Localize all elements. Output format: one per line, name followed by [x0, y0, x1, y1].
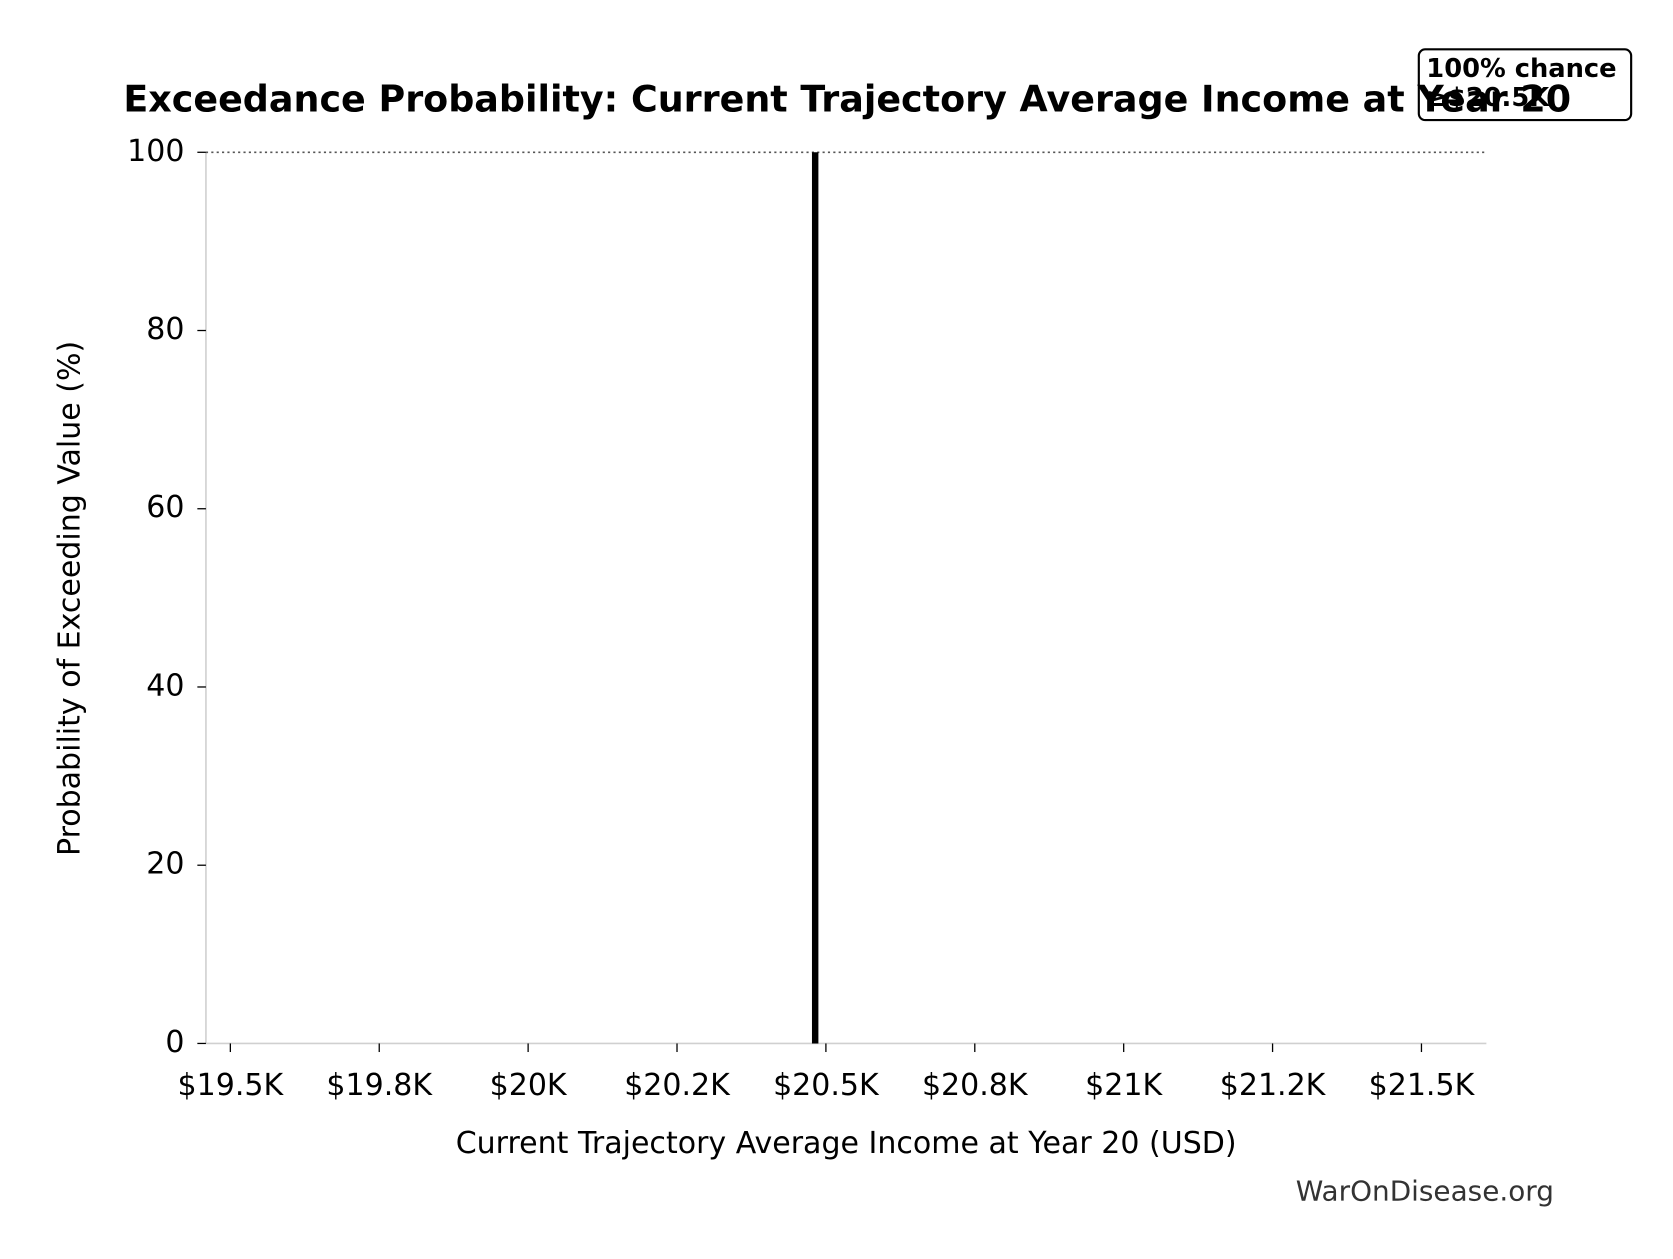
annotation-box [1417, 48, 1633, 122]
x-tick-label: $20.2K [624, 1068, 731, 1103]
y-axis-label: Probability of Exceeding Value (%) [52, 341, 87, 856]
chart-title: Exceedance Probability: Current Trajecto… [123, 77, 1571, 120]
y-tick-label: 80 [146, 312, 184, 347]
annotation-text: ≥$20.5K [1426, 83, 1550, 113]
x-tick-label: $19.8K [326, 1068, 433, 1103]
x-tick-label: $21.5K [1369, 1068, 1476, 1103]
x-tick-label: $20K [490, 1068, 568, 1103]
x-tick-label: $21.2K [1220, 1068, 1327, 1103]
y-tick-label: 60 [146, 490, 184, 525]
x-tick-label: $20.5K [773, 1068, 880, 1103]
x-tick-label: $20.8K [922, 1068, 1029, 1103]
y-tick-label: 100 [127, 134, 184, 169]
y-tick-label: 40 [146, 668, 184, 703]
x-tick-label: $19.5K [178, 1068, 285, 1103]
y-tick-label: 0 [165, 1025, 184, 1060]
watermark: WarOnDisease.org [1296, 1175, 1554, 1208]
y-tick-label: 20 [146, 847, 184, 882]
annotation-text: 100% chance [1426, 54, 1616, 84]
x-axis-label: Current Trajectory Average Income at Yea… [456, 1126, 1237, 1161]
x-tick-label: $21K [1085, 1068, 1163, 1103]
